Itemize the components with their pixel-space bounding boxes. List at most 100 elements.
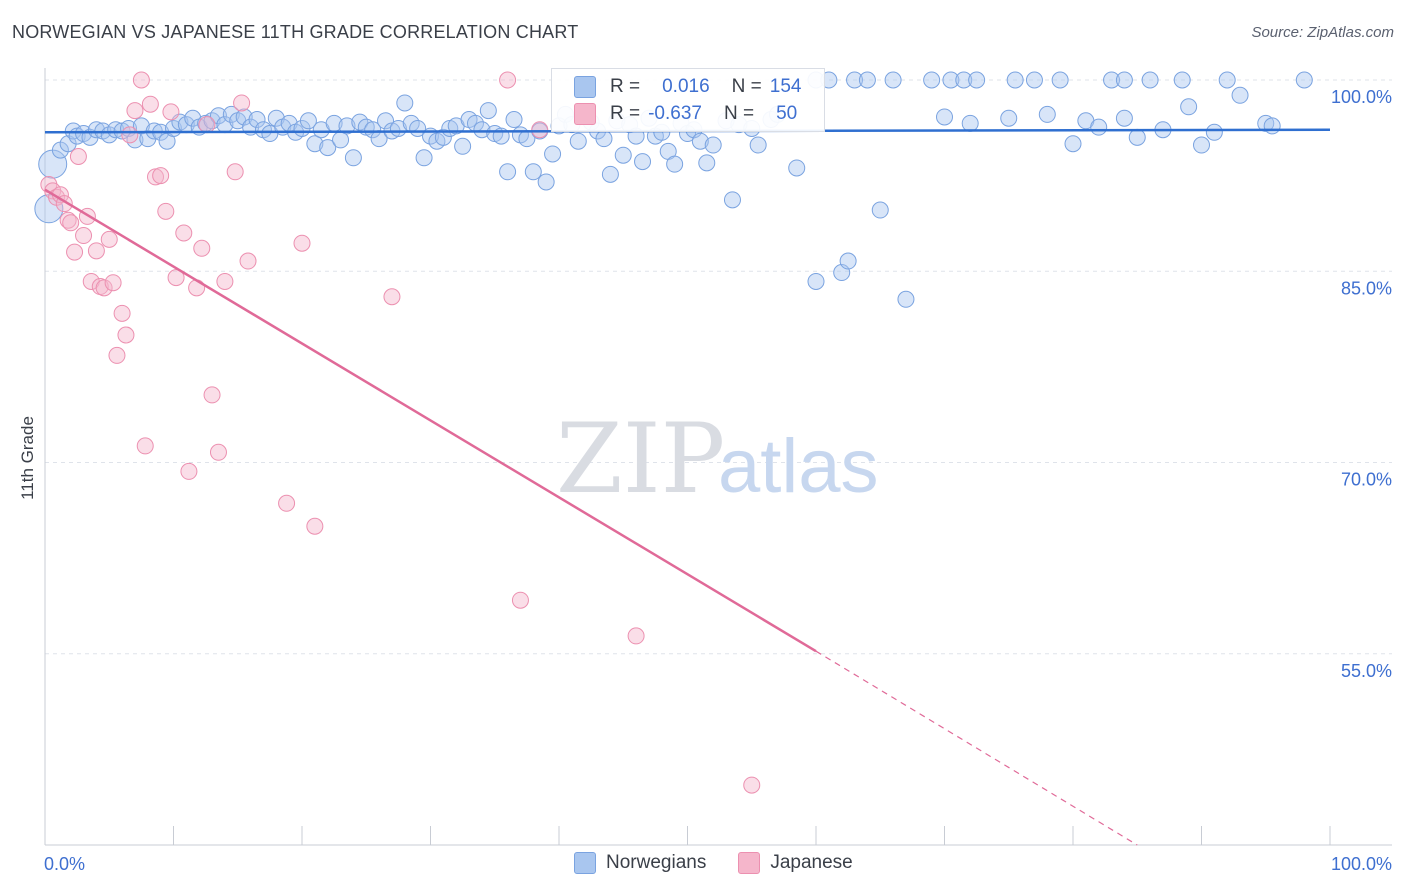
norwegian-point-122: [923, 71, 941, 89]
japanese-point-22: [132, 71, 150, 89]
japanese-r-value: -0.637: [648, 103, 702, 124]
japanese-point-29: [167, 269, 185, 287]
japanese-point-49: [499, 71, 517, 89]
legend-norwegians-label: Norwegians: [606, 852, 707, 873]
y-axis-label: 11th Grade: [18, 416, 37, 500]
norwegian-point-142: [1231, 86, 1249, 104]
norwegian-point-126: [1006, 71, 1024, 89]
japanese-point-38: [226, 163, 244, 181]
norwegian-point-29: [222, 105, 240, 123]
norwegian-point-72: [499, 163, 517, 181]
norwegian-point-73: [505, 111, 523, 129]
norwegian-point-53: [377, 112, 395, 130]
japanese-point-30: [175, 224, 193, 242]
x-tick-labels: 0.0% 100.0%: [44, 854, 1392, 874]
legend-japanese-swatch: [738, 852, 761, 874]
norwegian-point-137: [1000, 109, 1018, 127]
norwegian-point-88: [601, 165, 619, 183]
legend-norwegians-swatch: [574, 852, 596, 874]
norwegian-point-47: [338, 117, 356, 135]
watermark: ZIP atlas: [556, 403, 879, 515]
japanese-point-7: [66, 243, 84, 261]
norwegian-point-128: [1051, 71, 1069, 89]
norwegians-n-value: 154: [769, 76, 802, 97]
japanese-point-5: [59, 211, 77, 229]
stats-row-norwegians: R = 0.016 N = 154: [574, 74, 801, 100]
japanese-point-33: [193, 239, 211, 257]
japanese-point-35: [203, 386, 221, 404]
japanese-point-15: [100, 230, 118, 248]
norwegian-point-111: [788, 159, 806, 177]
japanese-point-39: [233, 94, 251, 112]
stats-row-japanese: R = -0.637 N = 50: [574, 101, 797, 127]
japanese-point-42: [293, 234, 311, 252]
japanese-trend-extension: [815, 650, 1138, 846]
norwegian-point-138: [1038, 105, 1056, 123]
japanese-n-label: N =: [723, 103, 755, 124]
japanese-point-47: [627, 627, 645, 645]
norwegian-point-132: [1173, 71, 1191, 89]
norwegian-point-133: [1218, 71, 1236, 89]
norwegian-point-125: [968, 71, 986, 89]
norwegian-point-112: [807, 272, 825, 290]
japanese-point-28: [162, 103, 180, 121]
norwegian-point-149: [1205, 123, 1223, 141]
japanese-point-24: [141, 95, 159, 113]
y-tick-label-3: 55.0%: [1341, 661, 1392, 681]
japanese-point-23: [136, 437, 154, 455]
japanese-point-40: [239, 252, 257, 270]
norwegian-point-104: [704, 136, 722, 154]
norwegian-point-48: [344, 149, 362, 167]
japanese-point-43: [306, 517, 324, 535]
norwegian-point-8: [87, 121, 105, 139]
japanese-point-16: [104, 274, 122, 292]
norwegians-n-label: N =: [731, 76, 762, 97]
japanese-r-label: R =: [610, 103, 641, 124]
japanese-point-6: [62, 214, 80, 232]
norwegian-point-76: [524, 163, 542, 181]
legend-item-japanese[interactable]: Japanese: [738, 852, 853, 874]
norwegian-point-65: [454, 137, 472, 155]
chart-title: NORWEGIAN VS JAPANESE 11TH GRADE CORRELA…: [12, 22, 579, 42]
japanese-trend-line: [44, 188, 817, 653]
y-tick-label-0: 100.0%: [1331, 87, 1392, 107]
japanese-point-19: [117, 326, 135, 344]
norwegian-point-69: [479, 102, 497, 120]
norwegian-point-147: [1090, 118, 1108, 136]
norwegian-point-144: [1064, 135, 1082, 153]
norwegian-point-23: [184, 109, 202, 127]
norwegian-point-134: [1295, 71, 1313, 89]
japanese-point-14: [95, 279, 113, 297]
japanese-point-32: [188, 279, 206, 297]
japanese-point-41: [278, 494, 296, 512]
legend-japanese-label: Japanese: [770, 852, 853, 873]
norwegian-point-33: [248, 111, 266, 129]
norwegian-point-135: [936, 108, 953, 126]
japanese-swatch: [574, 103, 596, 125]
japanese-point-26: [152, 167, 170, 185]
japanese-point-27: [157, 202, 175, 220]
norwegian-point-146: [1193, 136, 1210, 154]
norwegians-swatch: [574, 76, 596, 98]
japanese-point-8: [69, 148, 87, 165]
norwegian-point-83: [569, 132, 587, 150]
japanese-n-value: 50: [776, 103, 798, 124]
norwegian-point-116: [897, 290, 915, 308]
axes: [44, 68, 1392, 846]
norwegian-point-44: [319, 139, 337, 157]
norwegian-point-127: [1025, 71, 1043, 89]
y-tick-label-2: 70.0%: [1341, 470, 1392, 490]
norwegians-r-label: R =: [610, 76, 641, 97]
legend-item-norwegians[interactable]: Norwegians: [574, 852, 706, 874]
japanese-point-20: [121, 126, 139, 144]
norwegian-point-90: [614, 146, 632, 164]
y-tick-labels: 100.0% 85.0% 70.0% 55.0%: [1331, 87, 1392, 681]
norwegian-point-115: [871, 201, 889, 219]
norwegian-point-93: [634, 153, 652, 171]
stats-legend-box: R = 0.016 N = 154 R = -0.637 N = 50: [551, 68, 825, 132]
norwegian-point-129: [1103, 71, 1121, 89]
japanese-point-36: [209, 443, 227, 461]
norwegian-point-56: [396, 94, 414, 112]
norwegian-point-59: [415, 149, 433, 167]
